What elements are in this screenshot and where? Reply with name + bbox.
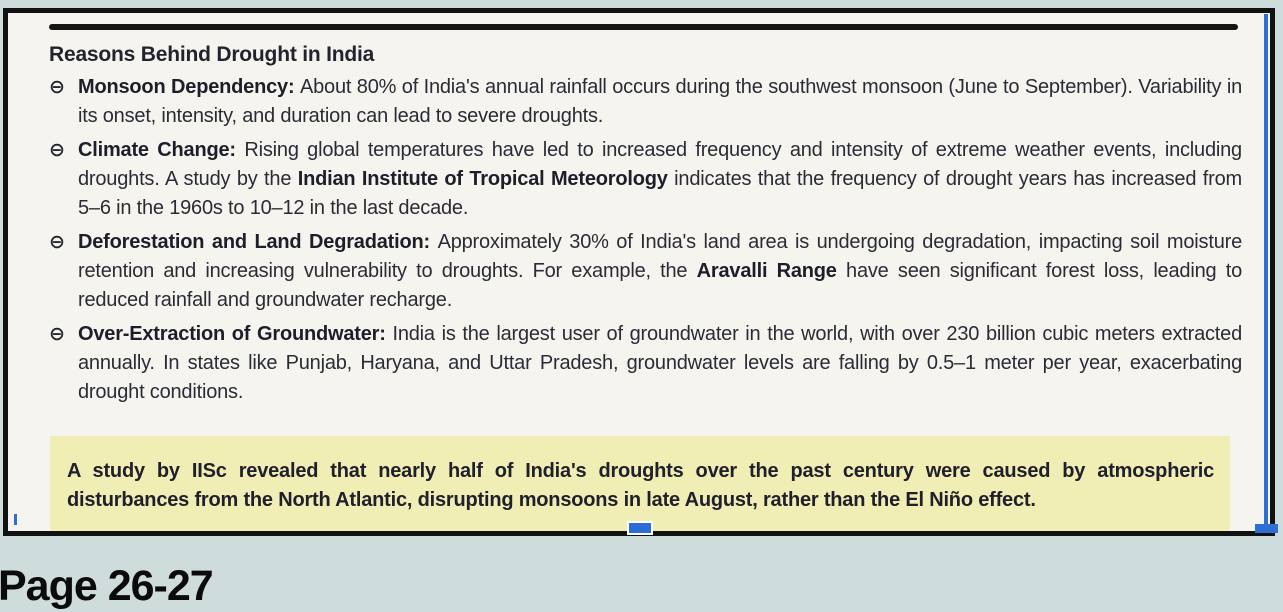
list-item: ⊖ Deforestation and Land Degradation: App… xyxy=(49,228,1242,315)
selection-bottom-right-corner-handle[interactable] xyxy=(1255,524,1278,533)
page-number-label: Page 26-27 xyxy=(0,562,214,610)
selection-right-edge-line xyxy=(1264,14,1268,526)
bullet-list: ⊖ Monsoon Dependency: About 80% of India'… xyxy=(49,73,1242,407)
selection-bottom-left-tick xyxy=(14,514,17,525)
section-heading: Reasons Behind Drought in India xyxy=(49,43,375,66)
section-top-rule xyxy=(49,24,1238,30)
highlight-note-text: A study by IISc revealed that nearly hal… xyxy=(67,460,1214,511)
bullet-icon: ⊖ xyxy=(49,232,65,253)
bullet-icon: ⊖ xyxy=(49,77,65,98)
selection-bottom-center-handle[interactable] xyxy=(627,521,653,535)
bullet-text: Climate Change: Rising global temperatur… xyxy=(78,139,1242,219)
scanned-page-frame: Reasons Behind Drought in India ⊖ Monsoon… xyxy=(3,8,1275,536)
bullet-icon: ⊖ xyxy=(49,140,65,161)
highlight-note-box: A study by IISc revealed that nearly hal… xyxy=(50,436,1230,531)
list-item: ⊖ Climate Change: Rising global temperatu… xyxy=(49,136,1242,223)
list-item: ⊖ Monsoon Dependency: About 80% of India'… xyxy=(49,73,1242,131)
bullet-text: Monsoon Dependency: About 80% of India's… xyxy=(78,76,1242,127)
bullet-text: Over-Extraction of Groundwater: India is… xyxy=(78,323,1242,403)
bullet-text: Deforestation and Land Degradation: Appr… xyxy=(78,231,1242,311)
bullet-icon: ⊖ xyxy=(49,324,65,345)
page-content: Reasons Behind Drought in India ⊖ Monsoon… xyxy=(8,13,1270,531)
list-item: ⊖ Over-Extraction of Groundwater: India i… xyxy=(49,320,1242,407)
